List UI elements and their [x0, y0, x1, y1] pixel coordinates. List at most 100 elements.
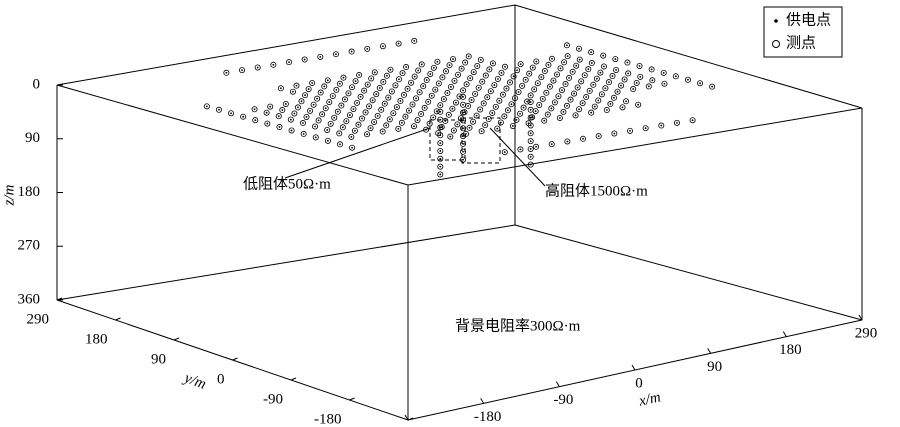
source-point [452, 58, 454, 60]
source-point [480, 130, 483, 133]
measure-point [456, 93, 463, 100]
measure-point [402, 113, 409, 120]
source-point [410, 81, 412, 84]
y-tick-label: 90 [151, 351, 166, 367]
measure-point [527, 114, 534, 121]
source-point [405, 66, 407, 68]
source-point [417, 69, 420, 72]
source-point [540, 76, 543, 79]
source-point [585, 96, 588, 98]
source-point [319, 55, 322, 58]
measure-point [390, 110, 397, 117]
source-point [524, 78, 527, 81]
source-point [597, 135, 600, 138]
measure-point [379, 43, 386, 50]
measure-point [658, 122, 665, 129]
measure-point [489, 109, 496, 116]
measure-point [541, 117, 548, 124]
source-point [230, 112, 232, 115]
measure-point [346, 112, 353, 119]
source-point [375, 93, 378, 96]
source-point [674, 75, 677, 78]
measure-point [215, 106, 222, 113]
measure-point [697, 80, 704, 87]
measure-point [588, 49, 595, 56]
source-point [519, 63, 522, 66]
source-point [385, 74, 388, 77]
source-point [528, 72, 531, 75]
source-point [529, 116, 532, 119]
measure-point [645, 83, 652, 90]
measure-point [455, 71, 462, 78]
measure-point [393, 104, 400, 111]
measure-point [494, 75, 501, 82]
measure-point [428, 92, 435, 99]
measure-point [567, 96, 574, 103]
measure-point [437, 102, 444, 109]
source-point [319, 91, 322, 94]
source-point [290, 129, 293, 132]
measure-point [356, 72, 363, 79]
measure-point [463, 81, 470, 88]
measure-point [440, 96, 447, 103]
measure-point [223, 69, 230, 76]
measure-point [203, 103, 210, 110]
measure-point [460, 148, 467, 155]
measure-point [240, 113, 247, 120]
source-point [529, 132, 532, 135]
measure-point [445, 111, 452, 118]
source-point [331, 95, 334, 97]
measure-point [576, 56, 583, 63]
measure-point [509, 122, 516, 129]
source-point [350, 50, 353, 53]
source-point [347, 92, 350, 95]
measure-point [329, 92, 336, 99]
measure-point [661, 80, 668, 87]
tick [480, 398, 485, 404]
source-point [241, 69, 243, 72]
source-point [535, 60, 538, 63]
measure-point [627, 127, 634, 134]
source-point [333, 116, 336, 119]
source-point [370, 77, 373, 80]
source-point [590, 111, 593, 114]
measure-point [312, 134, 319, 141]
tick [290, 377, 297, 381]
source-point [588, 90, 591, 92]
measure-point [293, 82, 300, 89]
source-point [292, 90, 294, 93]
source-point [281, 109, 284, 111]
source-point [400, 121, 403, 124]
source-point [590, 51, 593, 54]
measure-point [597, 69, 604, 76]
measure-point [574, 84, 581, 91]
source-point [439, 134, 442, 137]
source-point [326, 79, 329, 82]
measure-point [502, 63, 509, 70]
source-point [580, 80, 583, 83]
source-point [531, 66, 534, 69]
measure-point [526, 70, 533, 77]
source-point [509, 81, 511, 84]
measure-point [418, 111, 425, 118]
measure-point [613, 66, 620, 73]
source-point [380, 108, 383, 111]
measure-point [364, 81, 371, 88]
measure-point [531, 86, 538, 93]
measure-point [433, 108, 440, 115]
measure-point [395, 40, 402, 47]
source-point [300, 100, 303, 103]
measure-point [421, 104, 428, 111]
source-point [442, 98, 445, 101]
measure-point [423, 77, 430, 84]
x-tick-label: -290 [398, 425, 426, 427]
measure-point [513, 116, 520, 123]
measure-point [468, 96, 475, 103]
measure-point [623, 98, 630, 105]
measure-point [642, 125, 649, 132]
measure-point [595, 97, 602, 104]
source-point [491, 112, 494, 114]
source-point [535, 145, 537, 148]
source-point [514, 97, 516, 99]
source-point [351, 86, 353, 89]
